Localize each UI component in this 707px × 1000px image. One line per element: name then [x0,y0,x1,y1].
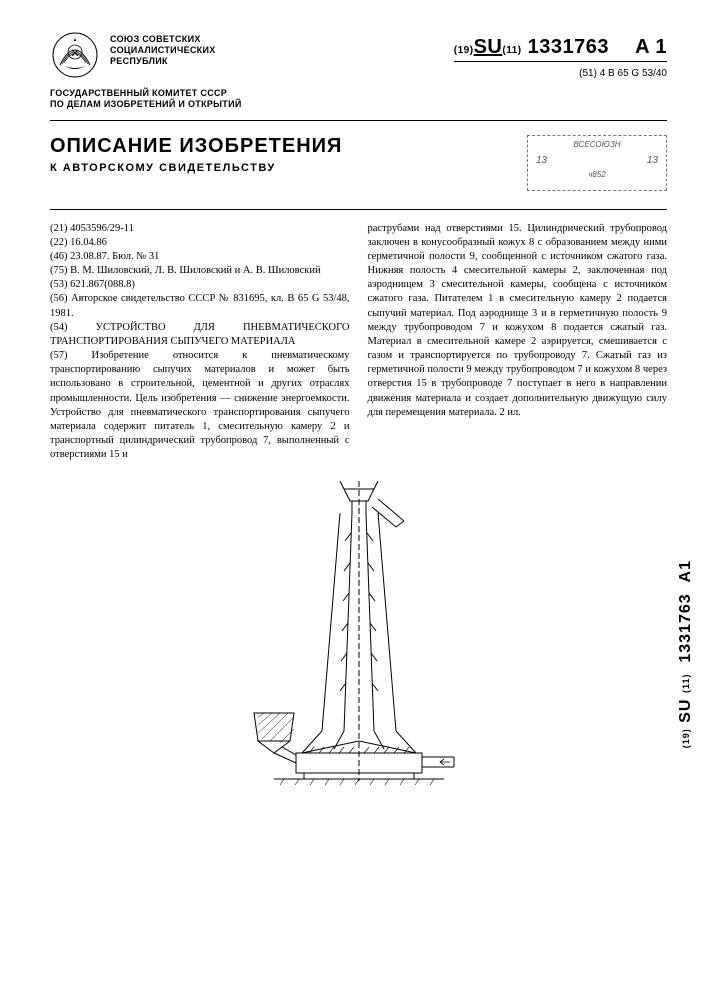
title-left: ОПИСАНИЕ ИЗОБРЕТЕНИЯ К АВТОРСКОМУ СВИДЕТ… [50,135,517,174]
field-11: (11) [502,45,521,56]
doc-kind: A 1 [635,36,667,58]
ussr-emblem-icon [50,30,100,80]
figure [50,481,667,794]
org-line: СОЦИАЛИСТИЧЕСКИХ [110,45,454,56]
device-diagram-icon [244,481,474,791]
field-19: (19) [454,45,474,56]
body-columns: (21) 4053596/29-11 (22) 16.04.86 (46) 23… [50,222,667,463]
doc-number: 1331763 [528,36,609,58]
stamp-bottom: ч852 [536,170,658,179]
stamp-right: 13 [647,155,658,166]
registration-stamp: ВСЕСОЮЗН 13 13 ч852 [527,135,667,191]
stamp-left: 13 [536,155,547,166]
left-column: (21) 4053596/29-11 (22) 16.04.86 (46) 23… [50,222,350,463]
divider [50,209,667,210]
side-kind: A1 [677,560,694,582]
stamp-row: 13 13 [536,155,658,166]
committee-line: ГОСУДАРСТВЕННЫЙ КОМИТЕТ СССР [50,88,667,99]
side-document-id: (19) SU (11) 1331763 A1 [677,560,695,748]
document-id: (19)SU(11) 1331763 A 1 [454,36,667,62]
document-id-block: (19)SU(11) 1331763 A 1 (51) 4 B 65 G 53/… [454,30,667,79]
country-code: SU [474,36,503,58]
side-field-19: (19) [681,728,691,748]
title-block: ОПИСАНИЕ ИЗОБРЕТЕНИЯ К АВТОРСКОМУ СВИДЕТ… [50,135,667,191]
patent-page: СОЮЗ СОВЕТСКИХ СОЦИАЛИСТИЧЕСКИХ РЕСПУБЛИ… [0,0,707,814]
subtitle: К АВТОРСКОМУ СВИДЕТЕЛЬСТВУ [50,162,517,174]
side-field-11: (11) [681,674,691,694]
main-title: ОПИСАНИЕ ИЗОБРЕТЕНИЯ [50,135,517,158]
header-row: СОЮЗ СОВЕТСКИХ СОЦИАЛИСТИЧЕСКИХ РЕСПУБЛИ… [50,30,667,80]
right-column: раструбами над отверстиями 15. Цилиндрич… [368,222,668,463]
side-country: SU [677,699,694,723]
committee-line: ПО ДЕЛАМ ИЗОБРЕТЕНИЙ И ОТКРЫТИЙ [50,99,667,110]
stamp-top: ВСЕСОЮЗН [536,140,658,149]
side-number: 1331763 [677,593,694,662]
org-line: РЕСПУБЛИК [110,56,454,67]
classification-code: (51) 4 B 65 G 53/40 [454,68,667,79]
divider [50,120,667,121]
org-name: СОЮЗ СОВЕТСКИХ СОЦИАЛИСТИЧЕСКИХ РЕСПУБЛИ… [110,30,454,66]
org-line: СОЮЗ СОВЕТСКИХ [110,34,454,45]
committee-name: ГОСУДАРСТВЕННЫЙ КОМИТЕТ СССР ПО ДЕЛАМ ИЗ… [50,88,667,110]
